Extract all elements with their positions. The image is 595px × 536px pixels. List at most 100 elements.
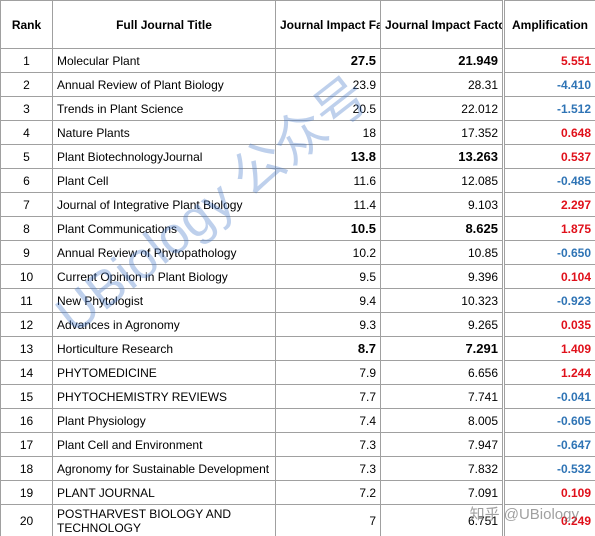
journal-title: New Phytologist — [52, 288, 276, 313]
amplification: 1.244 — [503, 360, 595, 385]
journal-title: Annual Review of Phytopathology — [52, 240, 276, 265]
table-row: 7 Journal of Integrative Plant Biology 11.… — [0, 192, 595, 217]
impact-2022: 21.949 — [380, 48, 505, 73]
impact-2022: 7.741 — [380, 384, 505, 409]
amplification: -0.532 — [503, 456, 595, 481]
journal-title: Current Opinion in Plant Biology — [52, 264, 276, 289]
impact-2023: 18 — [275, 120, 381, 145]
header-cell: Full Journal Title — [52, 0, 276, 49]
header-cell: Journal Impact Factor [2022] — [380, 0, 505, 49]
journal-title: Plant Communications — [52, 216, 276, 241]
impact-2022: 28.31 — [380, 72, 505, 97]
table-row: 20 POSTHARVEST BIOLOGY AND TECHNOLOGY 7 6.7… — [0, 504, 595, 536]
rank: 14 — [0, 360, 53, 385]
amplification: -0.647 — [503, 432, 595, 457]
impact-2023: 7.2 — [275, 480, 381, 505]
table-row: 4 Nature Plants 18 17.352 0.648 — [0, 120, 595, 145]
amplification: 0.249 — [503, 504, 595, 536]
amplification: -0.923 — [503, 288, 595, 313]
table-row: 3 Trends in Plant Science 20.5 22.012 -1.512 — [0, 96, 595, 121]
amplification: 0.104 — [503, 264, 595, 289]
impact-2023: 7.9 — [275, 360, 381, 385]
rank: 10 — [0, 264, 53, 289]
impact-2023: 7.7 — [275, 384, 381, 409]
impact-2023: 7.4 — [275, 408, 381, 433]
journal-title: PLANT JOURNAL — [52, 480, 276, 505]
header-cell: Amplification — [503, 0, 595, 49]
amplification: -0.041 — [503, 384, 595, 409]
impact-2022: 7.091 — [380, 480, 505, 505]
impact-2022: 6.656 — [380, 360, 505, 385]
impact-2022: 8.625 — [380, 216, 505, 241]
rank: 16 — [0, 408, 53, 433]
amplification: -0.605 — [503, 408, 595, 433]
table-row: 1 Molecular Plant 27.5 21.949 5.551 — [0, 48, 595, 73]
impact-2023: 23.9 — [275, 72, 381, 97]
amplification: 1.875 — [503, 216, 595, 241]
rank: 18 — [0, 456, 53, 481]
impact-2022: 10.85 — [380, 240, 505, 265]
amplification: 0.035 — [503, 312, 595, 337]
impact-2022: 12.085 — [380, 168, 505, 193]
rank: 12 — [0, 312, 53, 337]
impact-2023: 8.7 — [275, 336, 381, 361]
journal-title: Annual Review of Plant Biology — [52, 72, 276, 97]
table-row: 11 New Phytologist 9.4 10.323 -0.923 — [0, 288, 595, 313]
amplification: -0.650 — [503, 240, 595, 265]
amplification: 5.551 — [503, 48, 595, 73]
impact-2023: 7.3 — [275, 456, 381, 481]
impact-2023: 10.2 — [275, 240, 381, 265]
journal-title: PHYTOMEDICINE — [52, 360, 276, 385]
amplification: 0.537 — [503, 144, 595, 169]
header-row: Rank Full Journal Title Journal Impact F… — [0, 0, 595, 49]
impact-2022: 9.265 — [380, 312, 505, 337]
table-row: 19 PLANT JOURNAL 7.2 7.091 0.109 — [0, 480, 595, 505]
table-row: 16 Plant Physiology 7.4 8.005 -0.605 — [0, 408, 595, 433]
impact-2023: 11.6 — [275, 168, 381, 193]
impact-2022: 7.832 — [380, 456, 505, 481]
impact-2023: 27.5 — [275, 48, 381, 73]
table-row: 13 Horticulture Research 8.7 7.291 1.409 — [0, 336, 595, 361]
impact-2023: 10.5 — [275, 216, 381, 241]
rank: 5 — [0, 144, 53, 169]
table-row: 12 Advances in Agronomy 9.3 9.265 0.035 — [0, 312, 595, 337]
journal-title: Advances in Agronomy — [52, 312, 276, 337]
amplification: 0.109 — [503, 480, 595, 505]
rank: 1 — [0, 48, 53, 73]
journal-title: Plant BiotechnologyJournal — [52, 144, 276, 169]
impact-2022: 7.947 — [380, 432, 505, 457]
amplification: 0.648 — [503, 120, 595, 145]
impact-2023: 9.5 — [275, 264, 381, 289]
journal-title: Plant Cell and Environment — [52, 432, 276, 457]
table-row: 5 Plant BiotechnologyJournal 13.8 13.263 0.5… — [0, 144, 595, 169]
rank: 2 — [0, 72, 53, 97]
impact-2022: 17.352 — [380, 120, 505, 145]
journal-title: Plant Cell — [52, 168, 276, 193]
rank: 15 — [0, 384, 53, 409]
impact-2023: 7 — [275, 504, 381, 536]
table-row: 10 Current Opinion in Plant Biology 9.5 9.3… — [0, 264, 595, 289]
journal-title: Molecular Plant — [52, 48, 276, 73]
amplification: -1.512 — [503, 96, 595, 121]
rank: 17 — [0, 432, 53, 457]
table-row: 18 Agronomy for Sustainable Development 7.… — [0, 456, 595, 481]
journal-title: Nature Plants — [52, 120, 276, 145]
table-row: 17 Plant Cell and Environment 7.3 7.947 -0.6… — [0, 432, 595, 457]
journal-title: Horticulture Research — [52, 336, 276, 361]
impact-2022: 8.005 — [380, 408, 505, 433]
table-row: 8 Plant Communications 10.5 8.625 1.875 — [0, 216, 595, 241]
impact-2022: 22.012 — [380, 96, 505, 121]
journal-title: Plant Physiology — [52, 408, 276, 433]
journal-title: POSTHARVEST BIOLOGY AND TECHNOLOGY — [52, 504, 276, 536]
journal-title: Journal of Integrative Plant Biology — [52, 192, 276, 217]
amplification: -4.410 — [503, 72, 595, 97]
journal-title: PHYTOCHEMISTRY REVIEWS — [52, 384, 276, 409]
rank: 6 — [0, 168, 53, 193]
impact-2023: 7.3 — [275, 432, 381, 457]
impact-2022: 9.103 — [380, 192, 505, 217]
impact-2023: 9.4 — [275, 288, 381, 313]
rank: 9 — [0, 240, 53, 265]
impact-2023: 9.3 — [275, 312, 381, 337]
impact-2022: 13.263 — [380, 144, 505, 169]
